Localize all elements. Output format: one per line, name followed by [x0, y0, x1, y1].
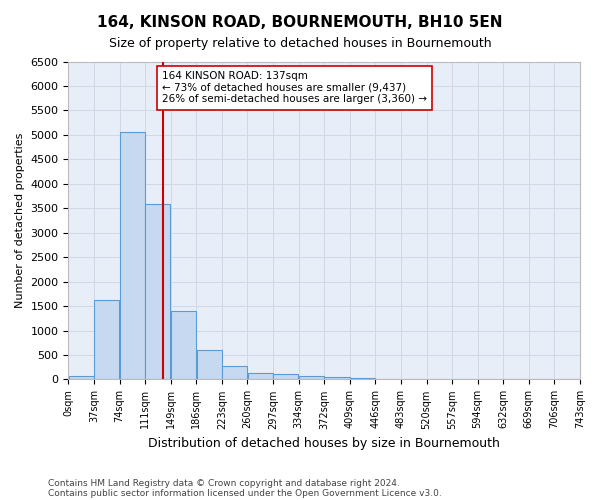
Text: Size of property relative to detached houses in Bournemouth: Size of property relative to detached ho… — [109, 38, 491, 51]
Bar — [94, 300, 119, 380]
Text: Contains public sector information licensed under the Open Government Licence v3: Contains public sector information licen… — [48, 488, 442, 498]
Bar — [145, 204, 170, 380]
Bar — [120, 132, 145, 380]
Bar — [171, 312, 196, 380]
Bar — [248, 372, 273, 380]
Bar — [197, 350, 221, 380]
Bar — [325, 377, 350, 380]
Bar — [222, 366, 247, 380]
Text: Contains HM Land Registry data © Crown copyright and database right 2024.: Contains HM Land Registry data © Crown c… — [48, 478, 400, 488]
Bar — [273, 374, 298, 380]
Bar — [350, 378, 375, 380]
X-axis label: Distribution of detached houses by size in Bournemouth: Distribution of detached houses by size … — [148, 437, 500, 450]
Bar — [299, 376, 324, 380]
Bar — [68, 376, 94, 380]
Text: 164, KINSON ROAD, BOURNEMOUTH, BH10 5EN: 164, KINSON ROAD, BOURNEMOUTH, BH10 5EN — [97, 15, 503, 30]
Text: 164 KINSON ROAD: 137sqm
← 73% of detached houses are smaller (9,437)
26% of semi: 164 KINSON ROAD: 137sqm ← 73% of detache… — [162, 72, 427, 104]
Y-axis label: Number of detached properties: Number of detached properties — [15, 133, 25, 308]
